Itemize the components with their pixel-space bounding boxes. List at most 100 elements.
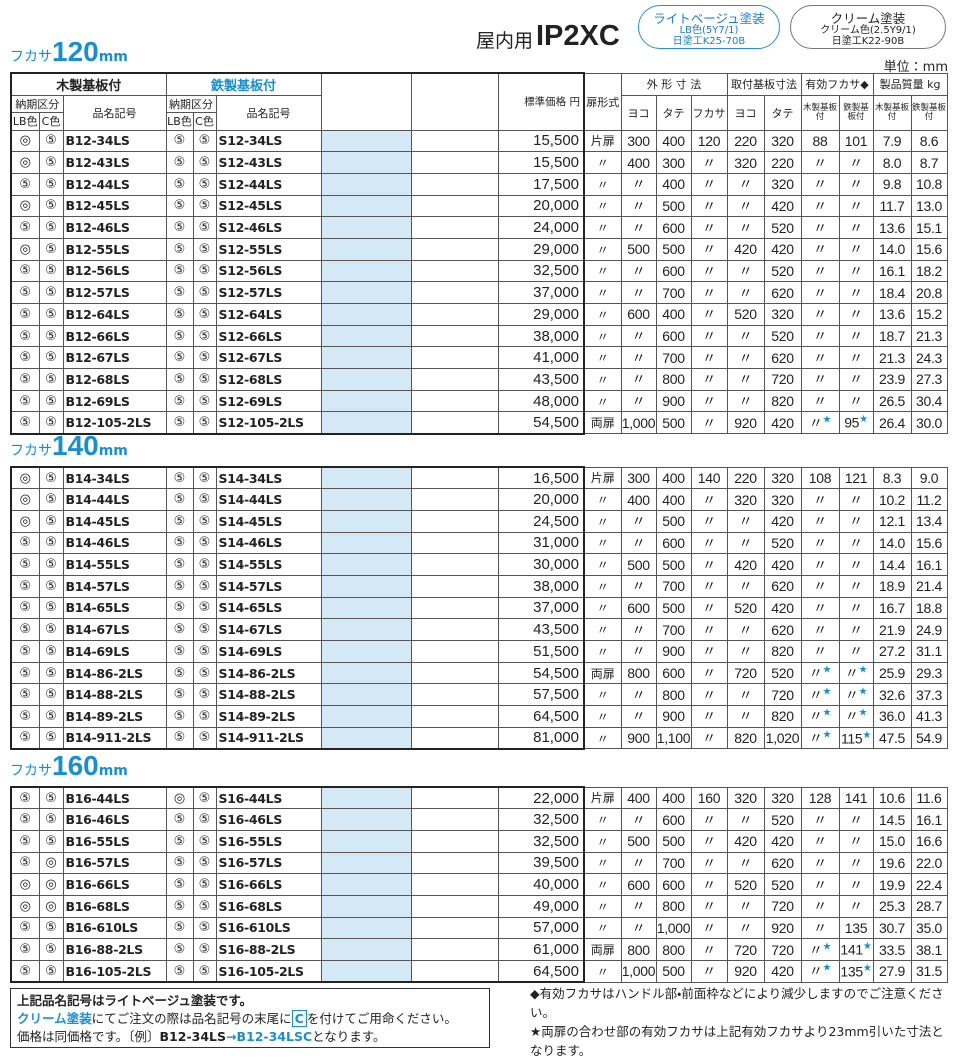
weight-steel: 11.2 [910, 488, 948, 511]
mount-height: 420 [763, 829, 802, 853]
mount-height: 320 [763, 129, 802, 153]
eff-depth-steel: 〃 [838, 509, 874, 533]
mount-height: 920 [763, 916, 802, 940]
product-row: ⑤ ⑤ B16-610LS ⑤ ⑤ S16-610LS 57,000 〃〃 1,000 〃〃 920… [10, 916, 948, 940]
outer-height: 1,000 [655, 916, 692, 940]
steel-code: S12-66LS [215, 324, 322, 348]
weight-wood: 19.6 [872, 851, 912, 875]
mount-height: 820 [763, 640, 802, 663]
wood-code: B12-34LS [62, 129, 167, 153]
weight-wood: 25.9 [872, 661, 912, 685]
weight-wood: 27.9 [872, 960, 912, 983]
mount-width: 〃 [726, 894, 765, 918]
blank [320, 281, 412, 304]
mount-width: 〃 [726, 324, 765, 348]
door-type: 〃 [583, 683, 622, 707]
lb-delivery: ⑤ [165, 281, 194, 304]
suffix-mark: C [291, 1010, 307, 1027]
weight-steel: 16.1 [910, 808, 948, 831]
blank [320, 829, 412, 853]
product-row: ◎ ⑤ B12-55LS ⑤ ⑤ S12-55LS 29,000 〃 500 500 〃 420 420… [10, 237, 948, 261]
badge-title: クリーム塗装 [830, 11, 906, 26]
mount-height: 520 [763, 531, 802, 555]
door-type: 〃 [583, 389, 622, 413]
weight-steel: 54.9 [910, 726, 948, 750]
price: 20,000 [497, 488, 585, 511]
lb-delivery: ⑤ [165, 237, 194, 261]
outer-height: 700 [655, 574, 692, 598]
lb-delivery: ⑤ [10, 574, 40, 598]
eff-depth-steel: 〃 [838, 618, 874, 641]
lb-delivery: ◎ [10, 129, 40, 153]
mount-width: 220 [726, 129, 765, 153]
blank-header [410, 72, 499, 131]
outer-height: 400 [655, 488, 692, 511]
steel-code: S14-88-2LS [215, 683, 322, 707]
eff-depth-steel: 〃 [838, 151, 874, 174]
outer-width: 400 [620, 786, 657, 810]
lb-delivery: ⑤ [10, 786, 40, 810]
mount-height: 320 [763, 303, 802, 326]
c-delivery: ⑤ [192, 553, 217, 576]
blank [320, 531, 412, 555]
lb-delivery: ⑤ [165, 808, 194, 831]
price: 29,000 [497, 303, 586, 326]
lb-delivery: ⑤ [10, 172, 40, 196]
weight-wood: 14.4 [872, 553, 912, 576]
outer-width: 〃 [620, 894, 657, 918]
eff-depth-wood: 〃 [800, 531, 840, 555]
badge-line: LB色(5Y7/1) [679, 25, 739, 37]
c-delivery: ⑤ [192, 661, 217, 685]
lb-delivery: ◎ [165, 786, 194, 810]
wood-code: B16-610LS [62, 916, 167, 940]
steel-code: S16-68LS [215, 894, 322, 918]
steel-code: S16-66LS [215, 873, 322, 896]
blank [410, 786, 499, 810]
wood-code: B14-44LS [62, 488, 167, 511]
lb-delivery: ⑤ [10, 346, 40, 370]
lb-delivery: ⑤ [165, 172, 194, 196]
outer-width: 1,000 [620, 411, 657, 435]
lb-delivery: ⑤ [165, 466, 194, 490]
wood-code: B14-911-2LS [62, 726, 167, 750]
door-type: 〃 [583, 281, 622, 304]
price: 51,500 [497, 640, 585, 663]
price: 31,000 [497, 531, 585, 555]
weight-wood: 21.9 [872, 618, 912, 641]
mount-width: 420 [726, 237, 765, 261]
outer-depth: 〃 [690, 726, 728, 750]
lb-delivery: ⑤ [165, 259, 194, 283]
c-delivery: ⑤ [192, 172, 217, 196]
c-delivery: ⑤ [38, 786, 64, 810]
weight-wood: 10.2 [872, 488, 912, 511]
outer-height: 600 [655, 324, 692, 348]
price: 32,500 [497, 829, 585, 853]
blank [320, 216, 412, 239]
lb-delivery: ◎ [10, 466, 40, 490]
eff-depth-steel: 〃 [838, 488, 874, 511]
c-delivery: ◎ [38, 894, 64, 918]
mount-height: 320 [763, 466, 802, 490]
outer-depth: 〃 [690, 216, 728, 239]
note-text: 価格は同価格です。〔例〕 [17, 1029, 160, 1044]
c-delivery: ⑤ [38, 596, 64, 620]
mount-width: 520 [726, 303, 765, 326]
door-type: 〃 [583, 194, 622, 218]
outer-width: 〃 [620, 281, 657, 304]
outer-depth: 〃 [690, 938, 728, 961]
eff-depth-steel: 〃 [838, 237, 874, 261]
steel-code: S16-55LS [215, 829, 322, 853]
c-delivery: ⑤ [192, 618, 217, 641]
lb-delivery: ⑤ [165, 129, 194, 153]
steel-code: S12-64LS [215, 303, 322, 326]
outer-width: 〃 [620, 531, 657, 555]
outer-height: 700 [655, 618, 692, 641]
wood-code: B16-68LS [62, 894, 167, 918]
price: 30,000 [497, 553, 585, 576]
weight-wood: 10.6 [872, 786, 912, 810]
eff-depth-steel: 〃 [838, 281, 874, 304]
lb-delivery: ⑤ [165, 938, 194, 961]
mount-width: 〃 [726, 368, 765, 391]
blank [320, 172, 412, 196]
eff-depth-wood: 〃 [800, 389, 840, 413]
